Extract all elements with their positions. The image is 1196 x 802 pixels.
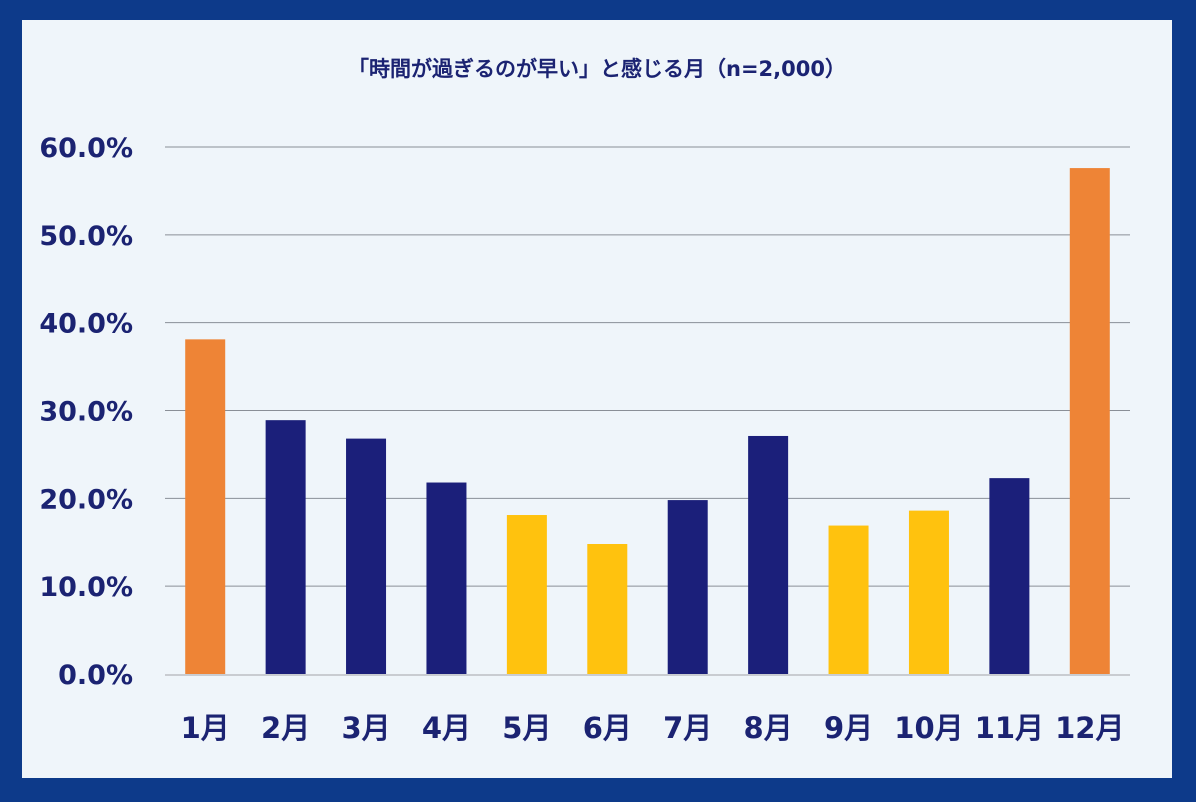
y-tick-label: 0.0%	[58, 660, 133, 691]
bar	[265, 420, 306, 674]
bar	[587, 544, 628, 674]
gridlines	[165, 146, 1130, 587]
bar	[346, 438, 387, 674]
y-axis-ticks: 0.0% 10.0% 20.0% 30.0% 40.0% 50.0% 60.0%	[39, 133, 133, 691]
x-tick-label: 9月	[824, 711, 873, 745]
bar	[748, 435, 789, 674]
bar	[989, 478, 1030, 674]
x-tick-label: 10月	[894, 711, 963, 745]
bar	[185, 339, 226, 674]
x-tick-label: 3月	[341, 711, 390, 745]
bars	[185, 168, 1110, 674]
x-tick-label: 8月	[744, 711, 793, 745]
bar	[1069, 168, 1110, 674]
x-axis-labels: 1月 2月 3月 4月 5月 6月 7月 8月 9月 10月 11月 12月	[181, 711, 1125, 745]
x-tick-label: 11月	[975, 711, 1044, 745]
x-tick-label: 7月	[663, 711, 712, 745]
x-tick-label: 4月	[422, 711, 471, 745]
y-tick-label: 60.0%	[39, 133, 133, 164]
y-tick-label: 20.0%	[39, 484, 133, 515]
x-tick-label: 6月	[583, 711, 632, 745]
chart-title: 「時間が過ぎるのが早い」と感じる月（n=2,000）	[348, 57, 846, 81]
bar	[908, 510, 949, 674]
bar	[667, 500, 708, 674]
y-tick-label: 40.0%	[39, 309, 133, 340]
chart-panel: 「時間が過ぎるのが早い」と感じる月（n=2,000） 0.0% 10.0% 20.0…	[22, 20, 1172, 778]
x-tick-label: 2月	[261, 711, 310, 745]
bar	[426, 482, 467, 674]
bar-chart: 「時間が過ぎるのが早い」と感じる月（n=2,000） 0.0% 10.0% 20.0…	[39, 57, 1130, 745]
x-tick-label: 12月	[1055, 711, 1124, 745]
x-tick-label: 5月	[502, 711, 551, 745]
bar	[506, 515, 547, 674]
y-tick-label: 30.0%	[39, 397, 133, 428]
y-tick-label: 50.0%	[39, 221, 133, 252]
bar	[828, 525, 869, 674]
y-tick-label: 10.0%	[39, 572, 133, 603]
x-tick-label: 1月	[181, 711, 230, 745]
